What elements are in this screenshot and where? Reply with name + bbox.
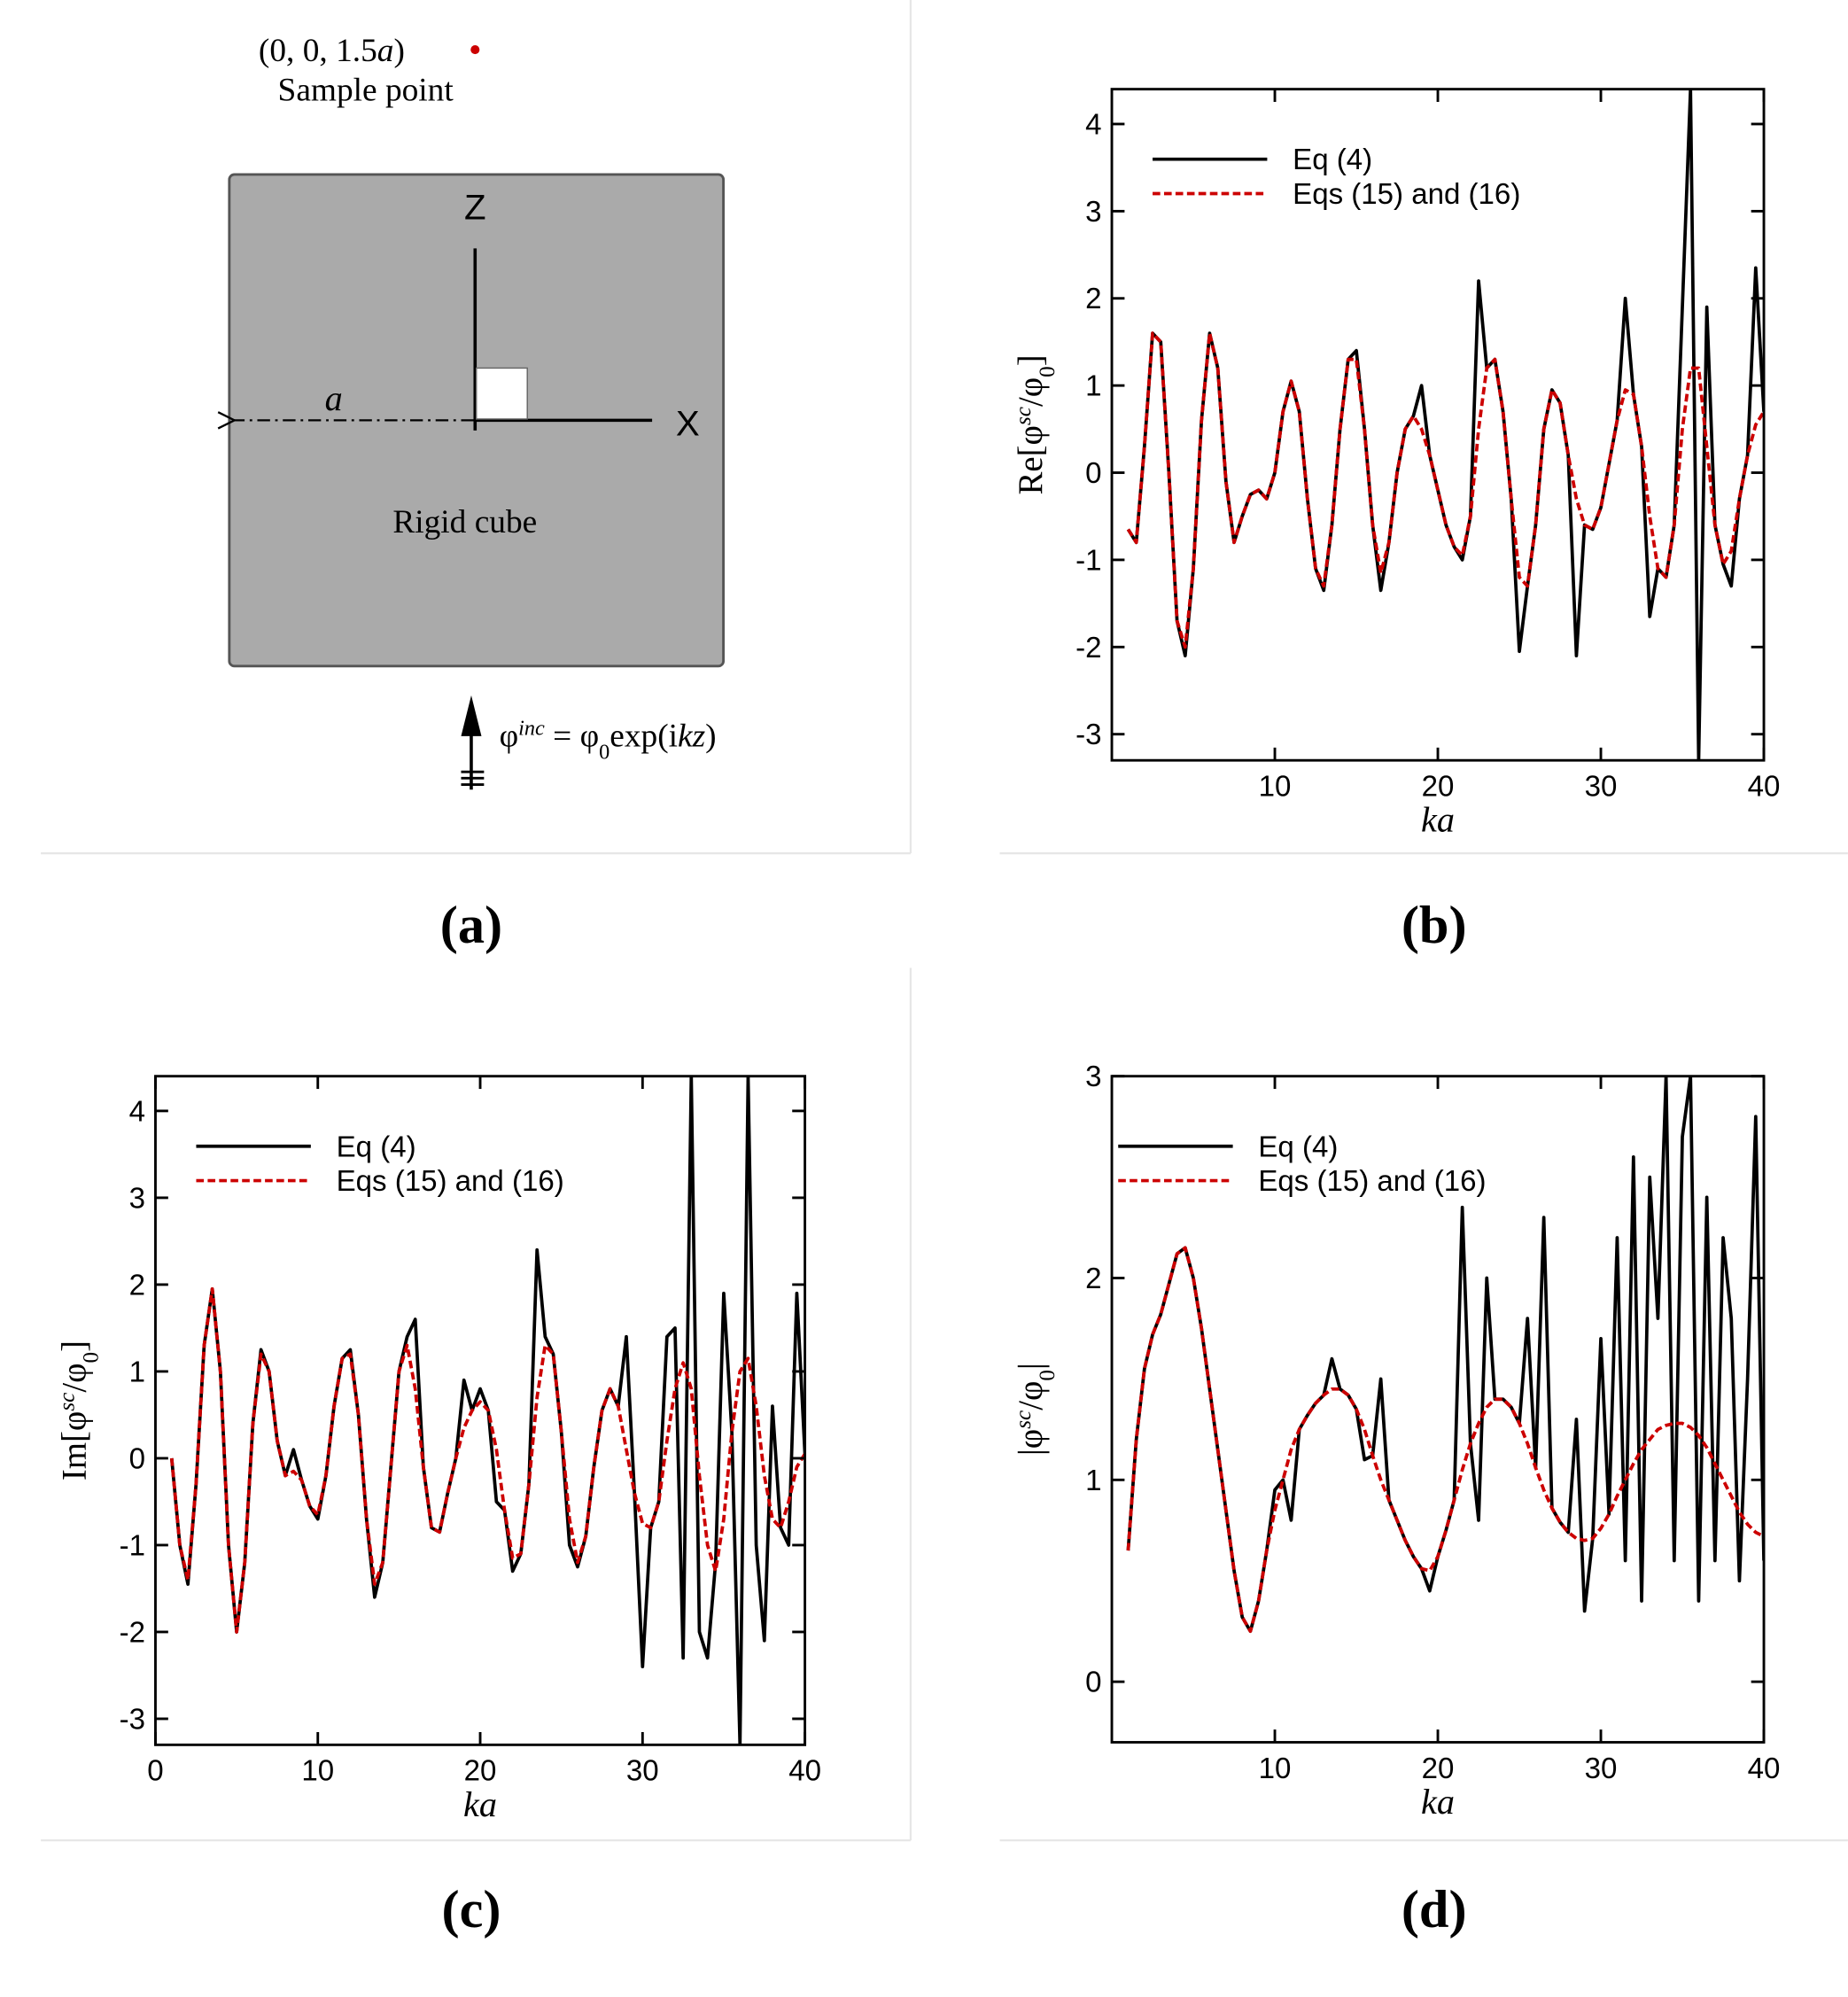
x-tick-label: 10 bbox=[1259, 1752, 1292, 1785]
y-tick-label: 2 bbox=[1085, 1263, 1101, 1295]
text-part: | bbox=[1012, 1363, 1050, 1370]
x-tick-label: 40 bbox=[1748, 1752, 1781, 1785]
x-tick-label: 20 bbox=[1422, 1752, 1455, 1785]
text-part: 0 bbox=[1035, 366, 1059, 377]
text-part: kz bbox=[678, 718, 706, 754]
text-part: ] bbox=[55, 1340, 93, 1352]
y-tick-label: 3 bbox=[1085, 196, 1101, 229]
text-part: 0 bbox=[1035, 1370, 1059, 1381]
x-tick-label: 10 bbox=[1259, 770, 1292, 803]
y-tick-label: -2 bbox=[120, 1616, 145, 1649]
text-part: sc bbox=[1011, 1410, 1035, 1429]
text-part: exp(i bbox=[610, 718, 678, 754]
half-width-label: a bbox=[325, 378, 343, 418]
series-line bbox=[169, 1286, 805, 1634]
y-axis-title: Re[φsc/φ0] bbox=[1011, 354, 1059, 494]
panel-label: (b) bbox=[1402, 896, 1467, 955]
text-part: ) bbox=[705, 718, 716, 754]
y-tick-label: 1 bbox=[129, 1356, 145, 1388]
legend-label: Eqs (15) and (16) bbox=[1258, 1165, 1486, 1198]
text-part: /φ bbox=[55, 1363, 93, 1392]
x-tick-label: 20 bbox=[1422, 770, 1455, 803]
text-part: sc bbox=[55, 1393, 79, 1411]
x-tick-label: 20 bbox=[464, 1755, 497, 1788]
y-tick-label: 0 bbox=[129, 1442, 145, 1475]
sample-point-label: (0, 0, 1.5a) bbox=[259, 33, 405, 69]
y-axis-title: Im[φsc/φ0] bbox=[55, 1340, 103, 1480]
text-part: ] bbox=[1012, 354, 1050, 366]
panel-label: (a) bbox=[440, 896, 502, 955]
y-tick-label: -3 bbox=[1075, 719, 1101, 751]
x-tick-label: 30 bbox=[1585, 1752, 1618, 1785]
legend-label: Eqs (15) and (16) bbox=[1293, 178, 1520, 211]
series-line bbox=[1126, 1246, 1765, 1634]
text-part: |φ bbox=[1012, 1429, 1050, 1456]
text-part: Re[φ bbox=[1012, 425, 1050, 494]
x-tick-label: 40 bbox=[788, 1755, 821, 1788]
sample-point bbox=[470, 45, 480, 55]
series-line bbox=[1126, 1076, 1765, 1634]
legend-label: Eqs (15) and (16) bbox=[337, 1165, 564, 1198]
text-part: (0, 0, 1.5 bbox=[259, 33, 377, 69]
x-axis-title: ka bbox=[1421, 1782, 1455, 1822]
sample-point-caption: Sample point bbox=[278, 73, 454, 109]
legend-label: Eq (4) bbox=[1293, 144, 1372, 176]
y-axis-title: |φsc/φ0| bbox=[1011, 1363, 1059, 1456]
y-tick-label: -1 bbox=[1075, 544, 1101, 577]
panel-label: (c) bbox=[441, 1880, 501, 1939]
legend-label: Eq (4) bbox=[1258, 1131, 1338, 1163]
text-part: Im[φ bbox=[55, 1411, 93, 1480]
text-part: sc bbox=[1011, 407, 1035, 425]
incident-arrowhead bbox=[461, 695, 482, 736]
x-axis-title: ka bbox=[463, 1784, 497, 1824]
panel-label: (d) bbox=[1402, 1880, 1467, 1939]
unit-square bbox=[476, 367, 528, 420]
y-tick-label: -2 bbox=[1075, 632, 1101, 664]
text-part: a bbox=[377, 33, 394, 69]
text-part: 0 bbox=[79, 1352, 103, 1364]
series-line bbox=[1126, 331, 1765, 649]
y-tick-label: 1 bbox=[1085, 370, 1101, 403]
y-tick-label: 3 bbox=[129, 1182, 145, 1215]
text-part: /φ bbox=[1012, 1381, 1050, 1410]
text-part: /φ bbox=[1012, 377, 1050, 407]
y-tick-label: 2 bbox=[1085, 283, 1101, 315]
y-tick-label: 3 bbox=[1085, 1061, 1101, 1093]
y-tick-label: -1 bbox=[120, 1529, 145, 1562]
y-tick-label: 0 bbox=[1085, 457, 1101, 490]
legend-label: Eq (4) bbox=[337, 1131, 416, 1163]
x-tick-label: 30 bbox=[1585, 770, 1618, 803]
text-part: inc bbox=[518, 716, 545, 740]
text-part: 0 bbox=[599, 740, 610, 764]
body-label: Rigid cube bbox=[392, 504, 537, 540]
wave-ticks bbox=[461, 770, 485, 786]
x-label: X bbox=[676, 404, 700, 444]
text-part: φ bbox=[500, 718, 519, 754]
y-tick-label: 2 bbox=[129, 1269, 145, 1302]
y-tick-label: 4 bbox=[129, 1095, 145, 1128]
x-tick-label: 10 bbox=[301, 1755, 334, 1788]
diagram: (0, 0, 1.5a) Sample point Z X a Rigid cu… bbox=[229, 33, 726, 790]
text-part: = φ bbox=[545, 718, 599, 754]
panel-borders bbox=[41, 0, 1848, 1842]
y-tick-label: -3 bbox=[120, 1703, 145, 1736]
x-tick-label: 0 bbox=[147, 1755, 163, 1788]
y-tick-label: 0 bbox=[1085, 1667, 1101, 1699]
y-tick-label: 1 bbox=[1085, 1465, 1101, 1497]
text-part: ) bbox=[393, 33, 404, 69]
x-tick-label: 40 bbox=[1748, 770, 1781, 803]
x-tick-label: 30 bbox=[626, 1755, 659, 1788]
y-tick-label: 4 bbox=[1085, 108, 1101, 141]
z-label: Z bbox=[464, 187, 486, 227]
x-axis-title: ka bbox=[1421, 800, 1455, 840]
incident-label: φinc = φ0exp(ikz) bbox=[500, 716, 717, 764]
